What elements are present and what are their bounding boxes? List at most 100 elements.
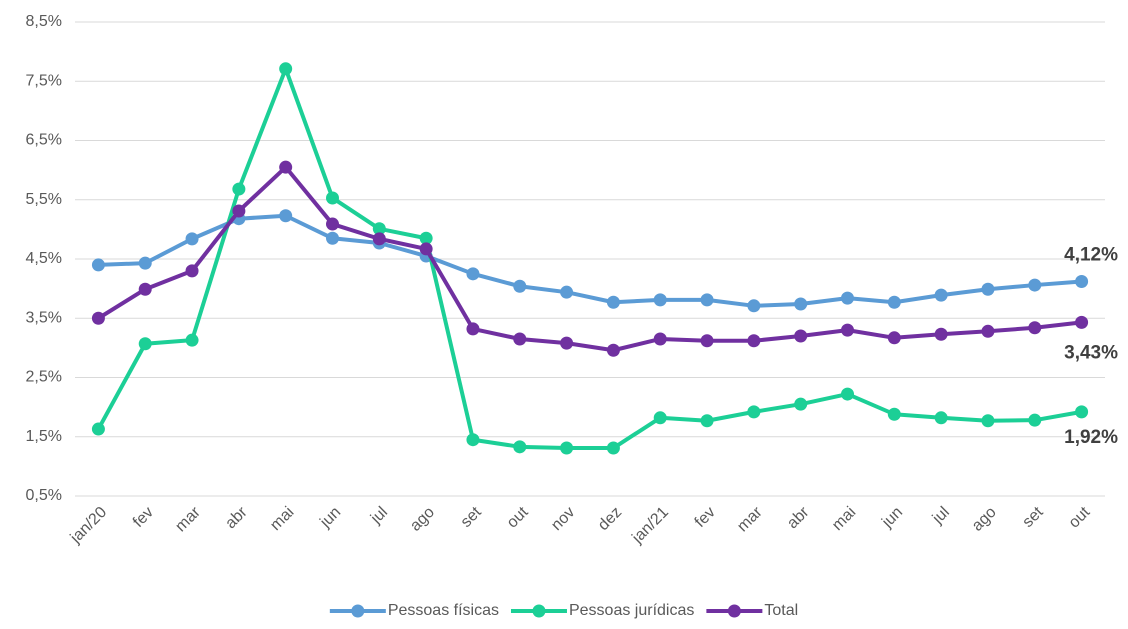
x-tick-label: out	[504, 503, 532, 531]
data-point	[653, 411, 667, 425]
data-point	[560, 441, 574, 455]
data-point	[934, 327, 948, 341]
x-tick-label: fev	[692, 504, 719, 531]
data-point	[466, 322, 480, 336]
data-point	[700, 414, 714, 428]
data-point	[232, 182, 246, 196]
data-point	[279, 209, 293, 223]
y-tick-label: 8,5%	[26, 13, 62, 30]
data-point	[466, 433, 480, 447]
data-point	[372, 232, 386, 246]
data-point	[185, 264, 199, 278]
legend-label: Pessoas físicas	[388, 602, 499, 619]
data-point	[91, 422, 105, 436]
data-point	[981, 414, 995, 428]
series-line	[96, 66, 1082, 451]
data-point	[981, 282, 995, 296]
x-tick-label: jul	[367, 504, 391, 528]
x-tick-label: jun	[316, 504, 344, 532]
x-tick-label: fev	[130, 504, 157, 531]
data-point	[91, 258, 105, 272]
data-point	[700, 293, 714, 307]
data-point	[1028, 413, 1042, 427]
data-point	[513, 332, 527, 346]
x-tick-label: set	[1019, 503, 1047, 531]
data-point	[700, 334, 714, 348]
x-tick-label: out	[1066, 503, 1094, 531]
data-point	[606, 295, 620, 309]
x-tick-label: ago	[407, 504, 438, 535]
x-tick-label: mar	[734, 503, 766, 535]
data-point	[326, 191, 339, 205]
data-point	[138, 256, 152, 270]
data-point	[653, 332, 667, 346]
data-point	[279, 160, 293, 174]
x-tick-label: dez	[595, 504, 625, 534]
y-tick-label: 4,5%	[26, 250, 62, 267]
x-tick-label: mai	[267, 504, 297, 534]
data-point	[138, 282, 152, 296]
x-tick-label: abr	[222, 503, 251, 532]
data-label: 1,92%	[1064, 427, 1118, 448]
x-tick-label: ago	[969, 504, 1000, 535]
data-point	[841, 387, 854, 401]
data-point	[560, 336, 574, 350]
y-tick-label: 6,5%	[26, 132, 62, 149]
data-label: 4,12%	[1064, 245, 1118, 266]
legend-swatch-marker	[351, 604, 365, 618]
data-point	[513, 279, 527, 293]
data-point	[466, 267, 480, 281]
data-point	[1028, 321, 1042, 335]
x-tick-label: set	[458, 503, 486, 531]
data-point	[279, 62, 293, 76]
data-point	[138, 337, 152, 351]
y-tick-label: 2,5%	[26, 369, 62, 386]
data-point	[606, 343, 620, 357]
data-point	[747, 299, 761, 313]
x-tick-label: nov	[548, 504, 578, 534]
data-point	[1075, 315, 1089, 329]
data-point	[185, 232, 199, 246]
data-point	[372, 222, 386, 236]
data-point	[91, 311, 105, 325]
series-line	[97, 165, 1082, 353]
legend-label: Pessoas jurídicas	[569, 602, 694, 619]
data-point	[606, 441, 620, 455]
data-point	[981, 324, 995, 338]
data-point	[794, 329, 808, 343]
data-point	[1028, 278, 1042, 292]
y-tick-label: 5,5%	[26, 191, 62, 208]
y-tick-label: 7,5%	[26, 72, 62, 89]
x-tick-label: mar	[172, 503, 204, 535]
data-point	[1075, 275, 1089, 289]
data-point	[747, 405, 761, 419]
data-point	[934, 411, 948, 425]
data-point	[1075, 405, 1089, 419]
series-line	[98, 213, 1082, 308]
y-tick-label: 0,5%	[26, 487, 62, 504]
y-tick-label: 3,5%	[26, 309, 62, 326]
x-tick-label: jul	[929, 504, 953, 528]
data-point	[419, 242, 433, 256]
data-point	[185, 333, 199, 347]
legend-swatch-marker	[532, 604, 546, 618]
data-point	[794, 397, 808, 411]
data-point	[887, 407, 901, 421]
data-point	[887, 295, 901, 309]
x-tick-label: jan/21	[628, 504, 672, 548]
data-point	[841, 291, 854, 305]
y-tick-label: 1,5%	[26, 428, 62, 445]
data-point	[747, 334, 761, 348]
data-point	[560, 285, 574, 299]
data-point	[887, 331, 901, 345]
legend: Pessoas físicas Pessoas jurídicas Total	[329, 602, 798, 619]
legend-swatch-marker	[727, 604, 741, 618]
x-tick-label: jan/20	[67, 504, 111, 548]
data-point	[419, 231, 433, 245]
data-point	[326, 231, 339, 245]
x-tick-label: abr	[784, 503, 813, 532]
data-point	[934, 288, 948, 302]
x-tick-label: mai	[829, 504, 859, 534]
data-point	[794, 297, 808, 311]
